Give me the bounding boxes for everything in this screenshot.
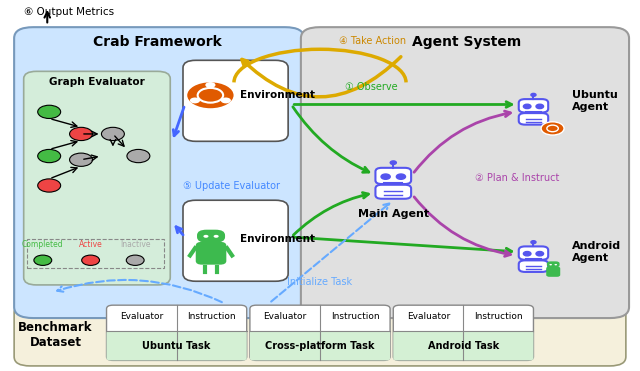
Circle shape [38, 105, 61, 118]
Text: Main Agent: Main Agent [358, 210, 429, 219]
FancyBboxPatch shape [183, 60, 288, 141]
Bar [27, 239, 164, 268]
Circle shape [204, 235, 209, 238]
FancyBboxPatch shape [376, 168, 411, 184]
Text: Instruction: Instruction [188, 312, 236, 321]
Text: Completed: Completed [22, 240, 63, 249]
Circle shape [205, 82, 216, 88]
Circle shape [190, 98, 200, 104]
FancyBboxPatch shape [519, 260, 548, 272]
Text: Environment: Environment [241, 90, 316, 100]
FancyBboxPatch shape [394, 331, 534, 360]
Text: Ubuntu
Agent: Ubuntu Agent [572, 90, 618, 112]
Text: Instruction: Instruction [474, 312, 523, 321]
FancyBboxPatch shape [14, 303, 626, 366]
Text: Evaluator: Evaluator [406, 312, 450, 321]
FancyBboxPatch shape [250, 305, 390, 360]
Text: Agent System: Agent System [412, 35, 521, 49]
Text: Evaluator: Evaluator [120, 312, 163, 321]
Circle shape [127, 150, 150, 162]
Text: Benchmark
Dataset: Benchmark Dataset [19, 321, 93, 349]
Text: Instruction: Instruction [331, 312, 380, 321]
Circle shape [531, 93, 536, 96]
Circle shape [186, 81, 235, 109]
FancyBboxPatch shape [394, 305, 534, 360]
Circle shape [101, 127, 124, 141]
Circle shape [221, 98, 231, 104]
FancyBboxPatch shape [183, 200, 288, 281]
Text: Environment: Environment [241, 234, 316, 244]
Text: Active: Active [79, 240, 102, 249]
Circle shape [38, 150, 61, 162]
Circle shape [541, 122, 564, 135]
Text: Ubuntu Task: Ubuntu Task [143, 341, 211, 351]
Circle shape [549, 264, 552, 265]
Text: ① Observe: ① Observe [346, 82, 398, 92]
Text: Evaluator: Evaluator [263, 312, 307, 321]
FancyBboxPatch shape [14, 27, 304, 318]
FancyBboxPatch shape [547, 261, 559, 267]
Circle shape [126, 255, 144, 265]
Circle shape [38, 179, 61, 192]
Circle shape [214, 235, 219, 238]
FancyBboxPatch shape [197, 230, 225, 243]
Text: ② Plan & Instruct: ② Plan & Instruct [475, 173, 559, 183]
FancyBboxPatch shape [376, 185, 411, 199]
Text: Android
Agent: Android Agent [572, 241, 621, 263]
FancyBboxPatch shape [519, 246, 548, 260]
Text: ⑤ Update Evaluator: ⑤ Update Evaluator [183, 181, 280, 190]
Circle shape [524, 104, 531, 109]
FancyBboxPatch shape [106, 305, 246, 360]
Circle shape [390, 161, 396, 164]
Text: Inactive: Inactive [120, 240, 150, 249]
Text: Crab Framework: Crab Framework [93, 35, 222, 49]
Text: ④ Take Action: ④ Take Action [339, 36, 406, 46]
Circle shape [381, 174, 390, 179]
Circle shape [536, 252, 543, 256]
Text: Cross-platform Task: Cross-platform Task [265, 341, 375, 351]
Text: ⑥ Output Metrics: ⑥ Output Metrics [24, 7, 114, 17]
FancyBboxPatch shape [519, 99, 548, 112]
FancyBboxPatch shape [546, 266, 560, 277]
FancyBboxPatch shape [519, 113, 548, 125]
FancyBboxPatch shape [301, 27, 629, 318]
Circle shape [531, 241, 536, 244]
Text: Android Task: Android Task [428, 341, 499, 351]
Circle shape [396, 174, 406, 179]
Text: Initialize Task: Initialize Task [287, 277, 353, 287]
FancyBboxPatch shape [24, 71, 170, 285]
Circle shape [70, 153, 93, 166]
FancyBboxPatch shape [106, 331, 246, 360]
Circle shape [70, 127, 93, 141]
Circle shape [524, 252, 531, 256]
Text: Graph Evaluator: Graph Evaluator [49, 78, 145, 88]
FancyBboxPatch shape [196, 242, 227, 265]
FancyBboxPatch shape [250, 331, 390, 360]
Circle shape [82, 255, 100, 265]
Circle shape [554, 264, 557, 265]
Circle shape [536, 104, 543, 109]
Circle shape [34, 255, 52, 265]
